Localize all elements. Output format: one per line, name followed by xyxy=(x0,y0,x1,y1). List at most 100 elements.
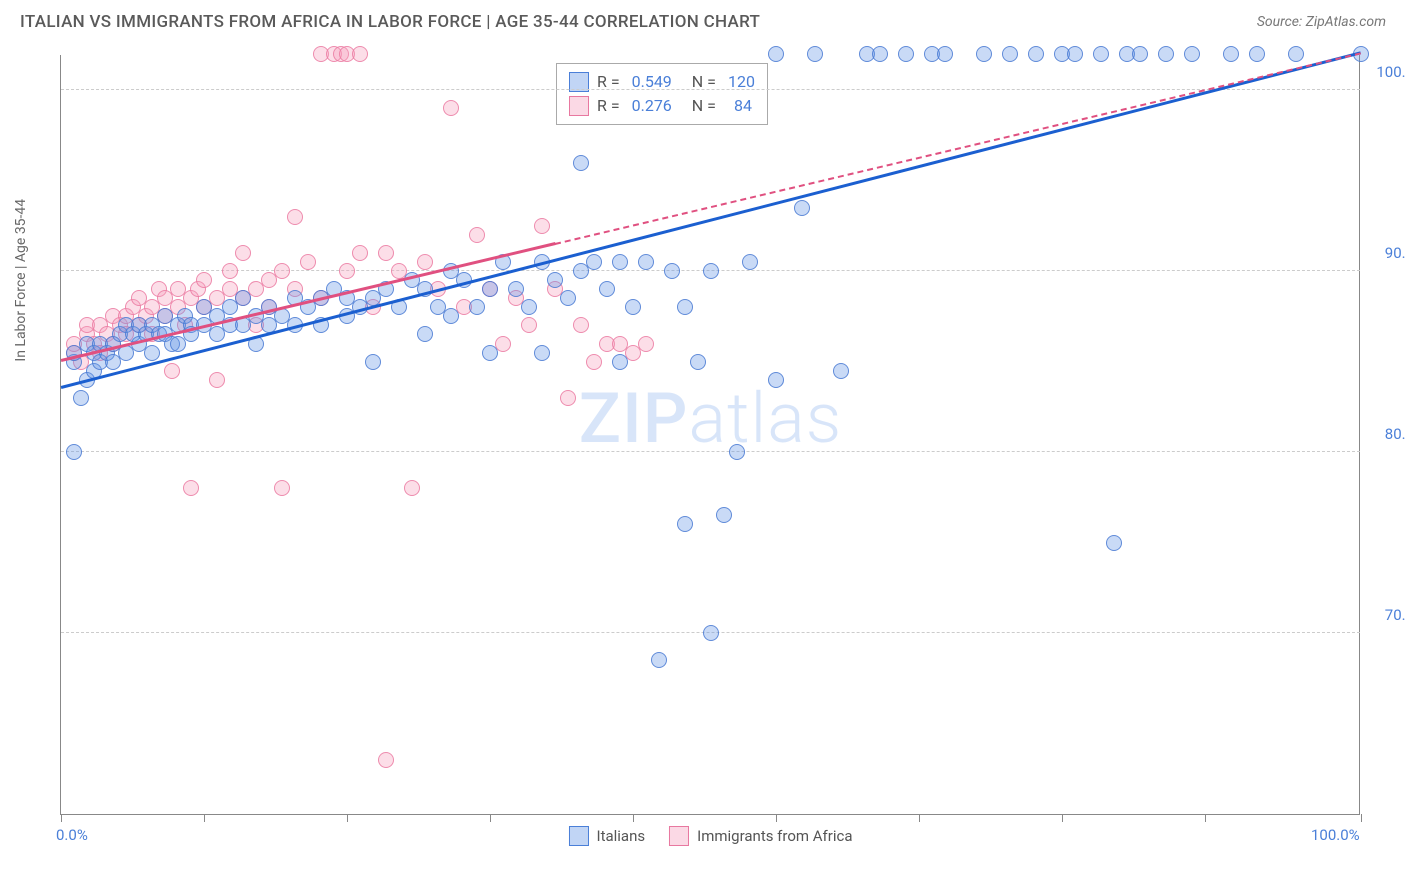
legend-r-label: R = xyxy=(597,70,620,94)
data-point xyxy=(521,317,537,333)
x-tick xyxy=(61,814,62,822)
data-point xyxy=(690,354,706,370)
data-point xyxy=(651,652,667,668)
data-point xyxy=(73,390,89,406)
data-point xyxy=(482,345,498,361)
data-point xyxy=(1288,46,1304,62)
legend-r-label-2: R = xyxy=(597,94,620,118)
y-tick-label: 80.0% xyxy=(1385,425,1406,443)
legend-swatch-pink xyxy=(569,96,589,116)
watermark: ZIPatlas xyxy=(579,378,843,460)
legend-blue-r: 0.549 xyxy=(632,70,672,94)
data-point xyxy=(677,299,693,315)
data-point xyxy=(274,480,290,496)
data-point xyxy=(482,281,498,297)
data-point xyxy=(716,507,732,523)
x-tick xyxy=(490,814,491,822)
data-point xyxy=(768,372,784,388)
y-axis-title: In Labor Force | Age 35-44 xyxy=(13,198,29,361)
chart-title: ITALIAN VS IMMIGRANTS FROM AFRICA IN LAB… xyxy=(20,12,760,32)
legend-swatch-pink-2 xyxy=(669,826,689,846)
x-tick-label: 100.0% xyxy=(1311,826,1360,844)
data-point xyxy=(222,263,238,279)
legend-row-pink: R = 0.276 N = 84 xyxy=(569,94,755,118)
gridline xyxy=(61,89,1360,90)
data-point xyxy=(300,254,316,270)
data-point xyxy=(1002,46,1018,62)
data-point xyxy=(872,46,888,62)
legend-n-label-2: N = xyxy=(692,94,716,118)
x-tick xyxy=(1205,814,1206,822)
data-point xyxy=(534,218,550,234)
data-point xyxy=(768,46,784,62)
data-point xyxy=(794,200,810,216)
legend-item-blue: Italians xyxy=(568,826,645,846)
x-tick xyxy=(347,814,348,822)
legend-blue-n: 120 xyxy=(728,70,755,94)
data-point xyxy=(378,752,394,768)
data-point xyxy=(534,345,550,361)
x-tick xyxy=(919,814,920,822)
data-point xyxy=(521,299,537,315)
source-label: Source: ZipAtlas.com xyxy=(1257,14,1386,30)
data-point xyxy=(183,480,199,496)
y-tick-label: 100.0% xyxy=(1376,63,1406,81)
legend-label-pink: Immigrants from Africa xyxy=(697,827,852,845)
data-point xyxy=(703,263,719,279)
data-point xyxy=(547,272,563,288)
y-tick-label: 70.0% xyxy=(1385,606,1406,624)
gridline xyxy=(61,451,1360,452)
data-point xyxy=(586,254,602,270)
data-point xyxy=(443,308,459,324)
legend-pink-n: 84 xyxy=(734,94,752,118)
data-point xyxy=(443,100,459,116)
data-point xyxy=(1132,46,1148,62)
data-point xyxy=(573,155,589,171)
data-point xyxy=(1028,46,1044,62)
data-point xyxy=(417,254,433,270)
data-point xyxy=(144,345,160,361)
data-point xyxy=(378,245,394,261)
data-point xyxy=(612,354,628,370)
data-point xyxy=(164,363,180,379)
data-point xyxy=(937,46,953,62)
data-point xyxy=(352,245,368,261)
legend-row-blue: R = 0.549 N = 120 xyxy=(569,70,755,94)
data-point xyxy=(807,46,823,62)
data-point xyxy=(274,263,290,279)
x-tick xyxy=(633,814,634,822)
data-point xyxy=(209,372,225,388)
data-point xyxy=(469,299,485,315)
scatter-chart: In Labor Force | Age 35-44 ZIPatlas R = … xyxy=(60,55,1360,815)
data-point xyxy=(976,46,992,62)
right-axis xyxy=(1359,55,1360,814)
data-point xyxy=(573,317,589,333)
data-point xyxy=(599,281,615,297)
watermark-bold: ZIP xyxy=(579,378,689,460)
data-point xyxy=(352,46,368,62)
watermark-light: atlas xyxy=(688,378,842,460)
x-tick xyxy=(776,814,777,822)
data-point xyxy=(625,299,641,315)
x-tick-label: 0.0% xyxy=(56,826,88,844)
legend-pink-r: 0.276 xyxy=(632,94,672,118)
data-point xyxy=(365,354,381,370)
data-point xyxy=(586,354,602,370)
data-point xyxy=(508,281,524,297)
x-tick xyxy=(204,814,205,822)
data-point xyxy=(1093,46,1109,62)
data-point xyxy=(287,209,303,225)
data-point xyxy=(638,254,654,270)
data-point xyxy=(1184,46,1200,62)
data-point xyxy=(417,326,433,342)
data-point xyxy=(404,480,420,496)
legend-swatch-blue-2 xyxy=(568,826,588,846)
data-point xyxy=(560,390,576,406)
data-point xyxy=(664,263,680,279)
data-point xyxy=(560,290,576,306)
legend-n-label: N = xyxy=(692,70,716,94)
data-point xyxy=(1106,535,1122,551)
correlation-legend: R = 0.549 N = 120 R = 0.276 N = 84 xyxy=(556,63,768,125)
legend-label-blue: Italians xyxy=(596,827,645,845)
data-point xyxy=(833,363,849,379)
